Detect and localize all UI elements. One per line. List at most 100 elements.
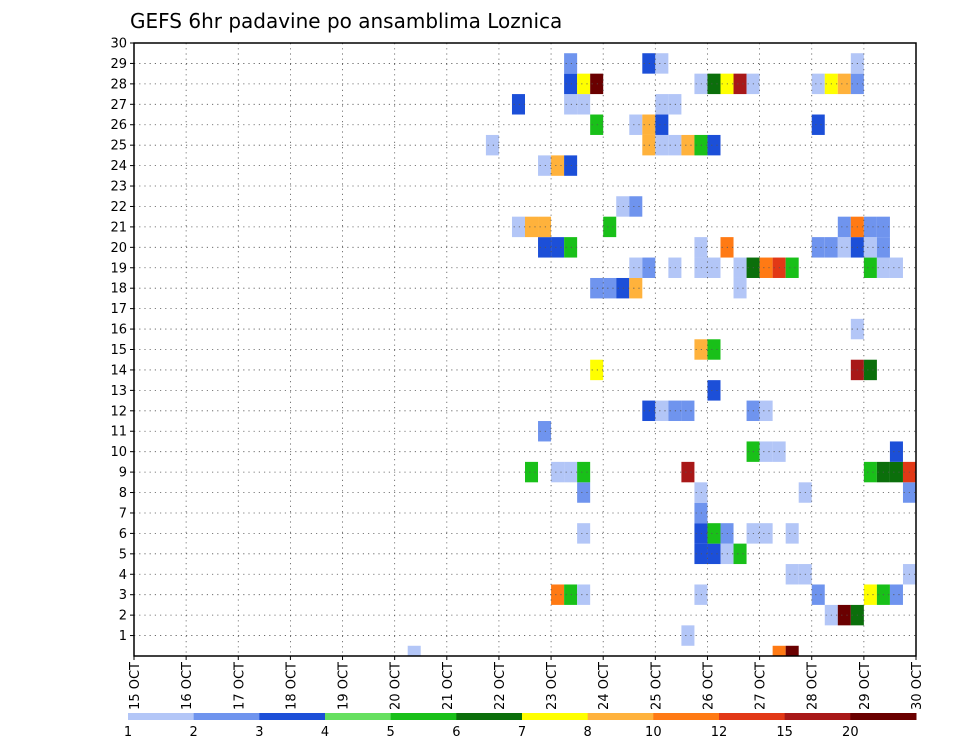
colorbar-swatch: [719, 713, 786, 720]
data-cell: [863, 359, 877, 381]
y-tick-label: 6: [119, 527, 127, 542]
y-tick-label: 13: [110, 384, 127, 399]
data-cell: [551, 584, 565, 605]
data-cell: [655, 114, 669, 135]
data-cell: [863, 461, 877, 483]
data-cell: [707, 523, 721, 544]
data-cell: [590, 359, 604, 381]
y-tick-label: 26: [110, 118, 127, 133]
data-cells: [407, 53, 916, 656]
data-cell: [564, 155, 578, 176]
data-cell: [629, 277, 643, 299]
colorbar-swatch: [456, 713, 523, 720]
y-tick-label: 2: [119, 609, 127, 624]
y-tick-label: 19: [110, 261, 127, 276]
y-tick-label: 8: [119, 486, 127, 501]
data-cell: [733, 543, 747, 565]
data-cell: [811, 73, 825, 95]
x-tick-label: 24 OCT: [597, 662, 612, 710]
data-cell: [707, 339, 721, 360]
data-cell: [772, 645, 786, 656]
data-cell: [785, 645, 799, 656]
colorbar-swatch: [390, 713, 457, 720]
data-cell: [733, 257, 747, 278]
data-cell: [707, 543, 721, 565]
y-tick-label: 12: [110, 404, 127, 419]
y-axis: 1234567891011121314151617181920212223242…: [110, 37, 134, 644]
data-cell: [564, 584, 578, 605]
y-tick-label: 30: [110, 37, 127, 52]
x-tick-label: 17 OCT: [232, 662, 247, 710]
y-tick-label: 10: [110, 445, 127, 460]
data-cell: [707, 257, 721, 278]
data-cell: [511, 216, 525, 238]
y-tick-label: 9: [119, 466, 127, 481]
data-cell: [564, 73, 578, 95]
y-tick-label: 21: [110, 220, 127, 235]
data-cell: [577, 584, 591, 605]
data-cell: [577, 73, 591, 95]
y-tick-label: 1: [119, 629, 127, 644]
y-tick-label: 25: [110, 139, 127, 154]
colorbar-label: 10: [645, 725, 662, 740]
data-cell: [407, 645, 421, 656]
data-cell: [889, 584, 903, 605]
data-cell: [485, 134, 499, 156]
data-cell: [551, 155, 565, 176]
x-tick-label: 30 OCT: [910, 662, 925, 710]
data-cell: [538, 421, 552, 442]
x-tick-label: 22 OCT: [493, 662, 508, 710]
data-cell: [889, 461, 903, 483]
data-cell: [863, 216, 877, 238]
x-tick-label: 16 OCT: [180, 662, 195, 710]
data-cell: [564, 237, 578, 258]
data-cell: [577, 482, 591, 503]
y-tick-label: 16: [110, 323, 127, 338]
data-cell: [707, 134, 721, 156]
data-cell: [564, 461, 578, 483]
x-tick-label: 15 OCT: [128, 662, 143, 710]
colorbar-label: 15: [776, 725, 793, 740]
y-tick-label: 14: [110, 363, 127, 378]
data-cell: [811, 237, 825, 258]
colorbar-swatch: [587, 713, 654, 720]
data-cell: [681, 400, 695, 422]
data-cell: [655, 94, 669, 115]
data-cell: [577, 461, 591, 483]
data-cell: [811, 584, 825, 605]
data-cell: [616, 277, 630, 299]
colorbar-swatch: [653, 713, 720, 720]
colorbar-swatch: [259, 713, 326, 720]
data-cell: [655, 134, 669, 156]
data-cell: [863, 237, 877, 258]
data-cell: [616, 196, 630, 217]
colorbar-swatch: [193, 713, 260, 720]
x-axis: 15 OCT 16 OCT 17 OCT 18 OCT 19 OCT 20 OCT 21 O…: [128, 656, 925, 710]
data-cell: [759, 523, 773, 544]
colorbar-label: 20: [842, 725, 859, 740]
y-tick-label: 5: [119, 547, 127, 562]
data-cell: [564, 94, 578, 115]
colorbar-label: 5: [387, 725, 395, 740]
x-tick-label: 21 OCT: [441, 662, 456, 710]
data-cell: [511, 94, 525, 115]
y-tick-label: 11: [110, 425, 127, 440]
colorbar: 1 2 3 4 5 6 7 8 10 12 15 20: [124, 713, 917, 740]
x-tick-label: 23 OCT: [545, 662, 560, 710]
data-cell: [837, 604, 851, 626]
colorbar-label: 7: [518, 725, 526, 740]
colorbar-label: 2: [190, 725, 198, 740]
x-tick-label: 29 OCT: [858, 662, 873, 710]
colorbar-label: 12: [711, 725, 728, 740]
data-cell: [759, 257, 773, 278]
data-cell: [863, 257, 877, 278]
colorbar-label: 3: [255, 725, 263, 740]
colorbar-label: 1: [124, 725, 132, 740]
data-cell: [629, 196, 643, 217]
data-cell: [733, 277, 747, 299]
y-tick-label: 7: [119, 506, 127, 521]
data-cell: [837, 216, 851, 238]
data-cell: [629, 114, 643, 135]
data-cell: [759, 441, 773, 462]
